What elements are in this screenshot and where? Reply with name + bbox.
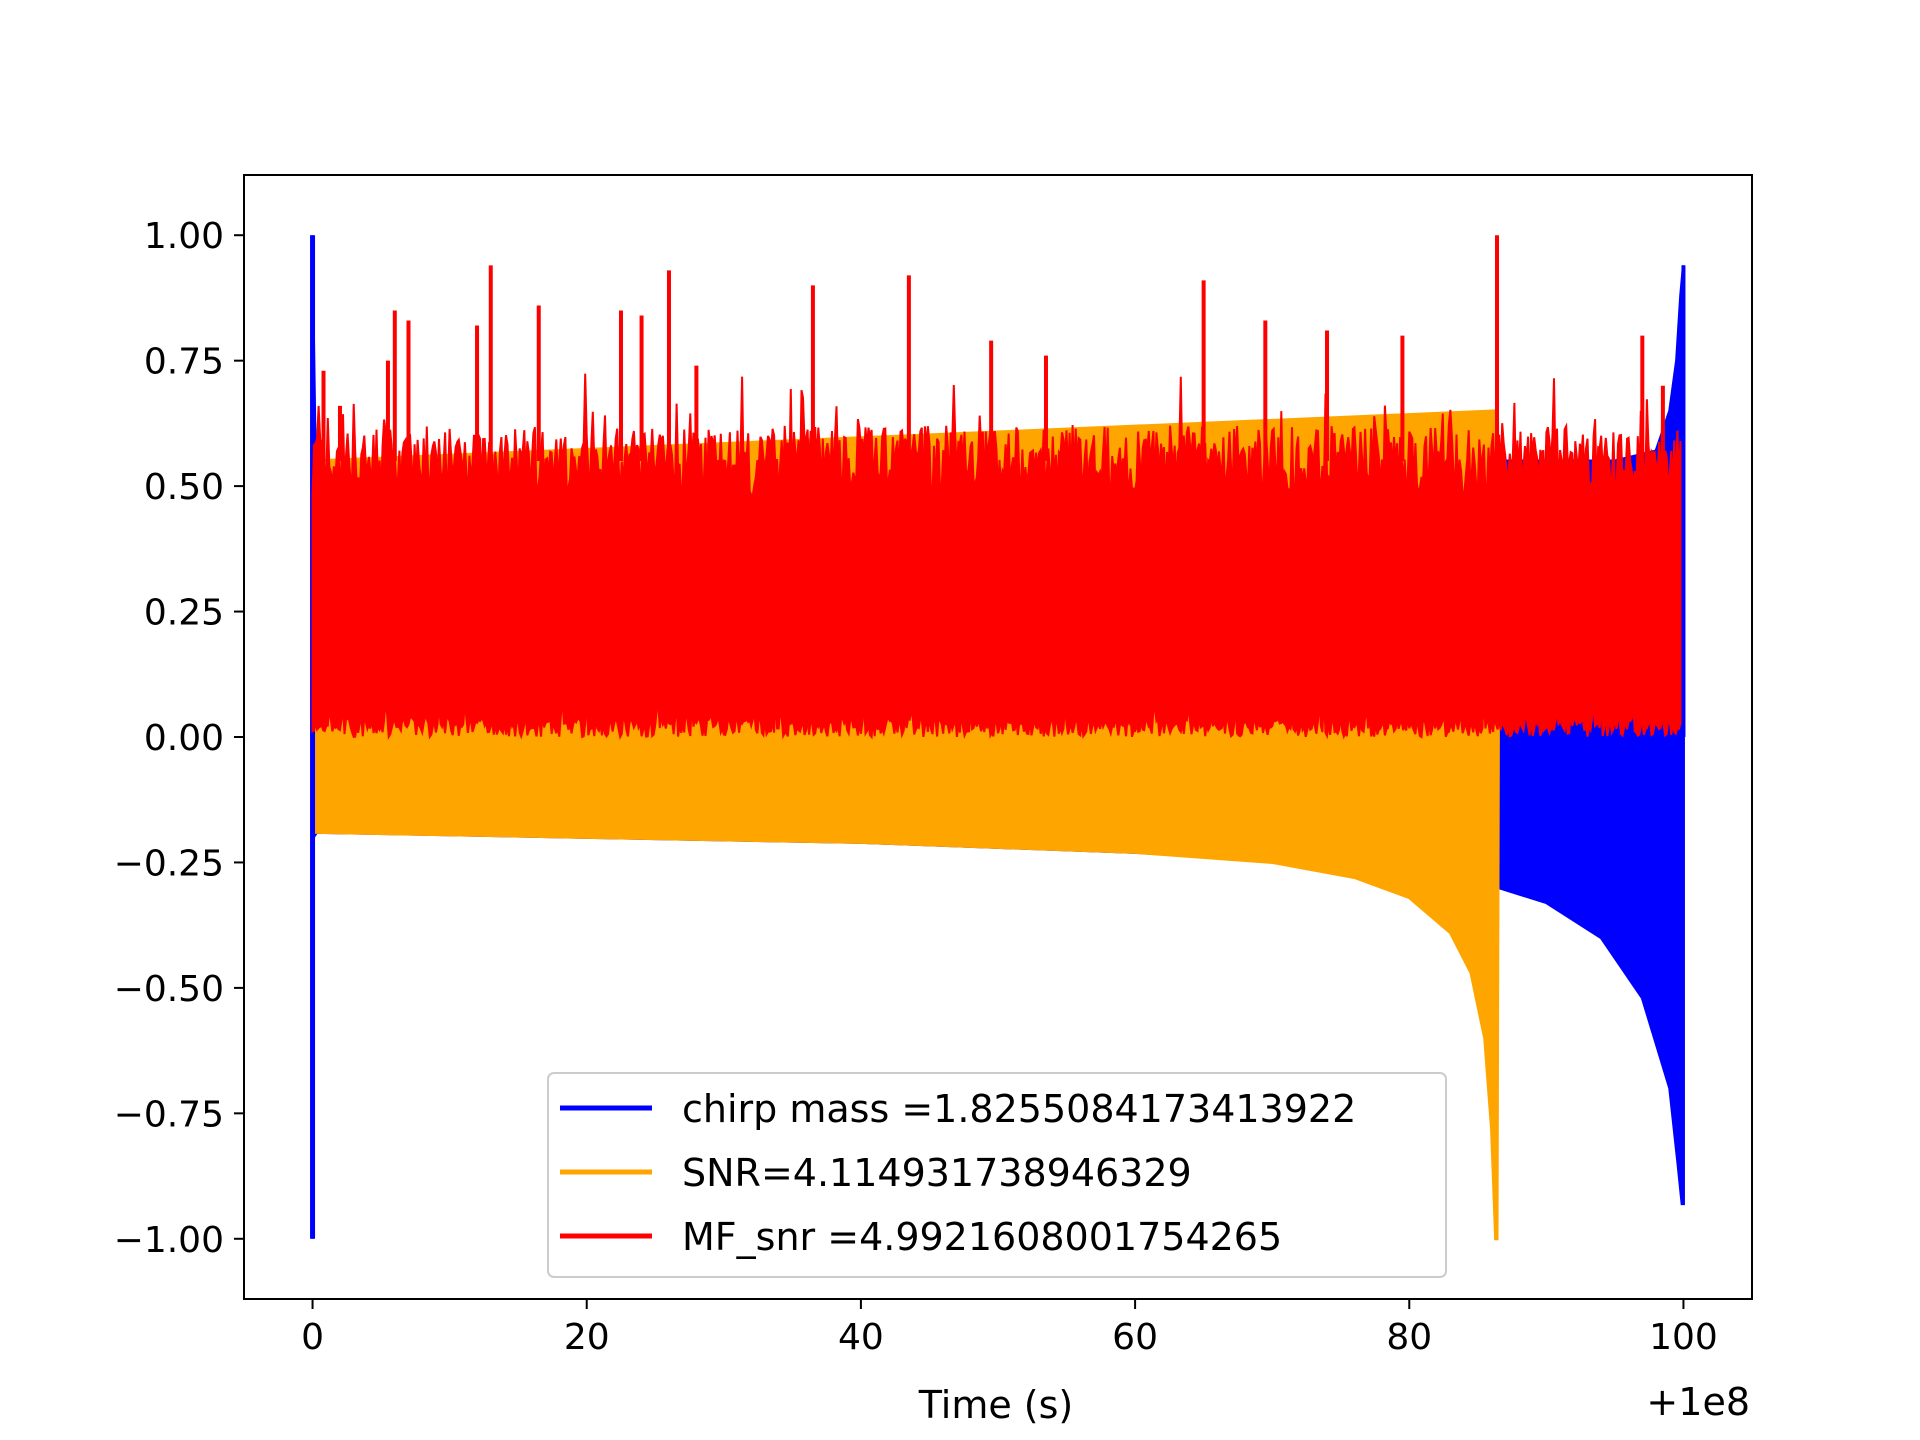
y-tick-label: −1.00 [114, 1220, 224, 1261]
x-tick-label: 100 [1649, 1317, 1718, 1358]
x-tick-label: 40 [838, 1317, 884, 1358]
y-tick-label: 1.00 [144, 216, 224, 257]
legend: chirp mass =1.8255084173413922 SNR=4.1149… [547, 1072, 1447, 1278]
series-layer [310, 235, 1686, 1241]
legend-frame [547, 1072, 1447, 1278]
y-axis: 1.00 0.75 0.50 0.25 0.00 −0.25 −0.50 −0.75 −1.00 [114, 216, 244, 1261]
y-tick-label: 0.00 [144, 718, 224, 759]
x-tick-label: 80 [1386, 1317, 1432, 1358]
y-tick-label: 0.50 [144, 467, 224, 508]
y-tick-label: −0.50 [114, 969, 224, 1010]
x-tick-label: 60 [1112, 1317, 1158, 1358]
legend-label: MF_snr =4.9921608001754265 [682, 1215, 1282, 1259]
x-offset-label: +1e8 [1646, 1380, 1750, 1424]
x-axis-label: Time (s) [918, 1383, 1074, 1427]
x-tick-label: 20 [564, 1317, 610, 1358]
y-tick-label: 0.25 [144, 593, 224, 634]
y-tick-label: −0.25 [114, 843, 224, 884]
legend-label: chirp mass =1.8255084173413922 [682, 1087, 1356, 1131]
y-tick-label: 0.75 [144, 342, 224, 383]
x-tick-label: 0 [301, 1317, 324, 1358]
legend-label: SNR=4.114931738946329 [682, 1151, 1192, 1195]
x-axis: 0 20 40 60 80 100 [301, 1299, 1718, 1358]
y-tick-label: −0.75 [114, 1094, 224, 1135]
